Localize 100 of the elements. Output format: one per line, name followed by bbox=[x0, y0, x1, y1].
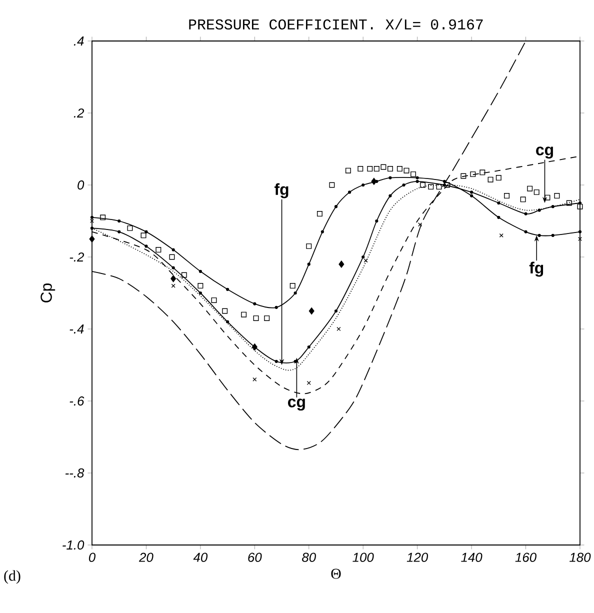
point bbox=[442, 180, 446, 183]
point bbox=[444, 182, 450, 188]
point bbox=[338, 260, 344, 268]
annotation: cg bbox=[288, 398, 305, 411]
point bbox=[364, 258, 368, 263]
y-tick-label: --.8 bbox=[65, 468, 84, 478]
point bbox=[578, 236, 582, 242]
point bbox=[375, 219, 378, 223]
point bbox=[274, 306, 278, 309]
point bbox=[169, 254, 175, 260]
point bbox=[362, 183, 365, 187]
point bbox=[367, 166, 373, 172]
x-tick-label: 180 bbox=[569, 552, 591, 562]
point bbox=[496, 175, 502, 181]
point bbox=[118, 230, 121, 234]
point bbox=[172, 266, 175, 270]
point bbox=[100, 214, 106, 220]
point bbox=[334, 309, 338, 313]
point bbox=[118, 219, 121, 223]
y-tick-label: .2 bbox=[74, 108, 84, 118]
point bbox=[171, 284, 176, 288]
point bbox=[290, 283, 296, 289]
annotation: fg bbox=[529, 262, 544, 277]
point bbox=[198, 283, 204, 289]
point bbox=[90, 216, 94, 219]
point bbox=[416, 180, 419, 183]
x-tick-label: 160 bbox=[515, 552, 536, 562]
point bbox=[306, 243, 312, 249]
y-tick-label: -.6 bbox=[70, 396, 84, 406]
point bbox=[470, 190, 474, 194]
y-axis-title: Cp bbox=[40, 283, 56, 302]
y-tick-label: -.2 bbox=[70, 252, 84, 262]
point bbox=[252, 377, 257, 382]
point bbox=[504, 193, 510, 199]
point bbox=[222, 308, 228, 314]
x-tick-label: 20 bbox=[138, 552, 154, 562]
point bbox=[226, 288, 230, 291]
point bbox=[388, 194, 392, 198]
point bbox=[554, 193, 560, 199]
point bbox=[306, 380, 311, 386]
point bbox=[198, 291, 202, 295]
point bbox=[578, 230, 582, 234]
point bbox=[348, 190, 352, 194]
point bbox=[388, 176, 392, 180]
point bbox=[577, 204, 583, 210]
point bbox=[524, 230, 528, 234]
point bbox=[226, 320, 230, 324]
point bbox=[380, 164, 386, 170]
point bbox=[488, 176, 494, 182]
point bbox=[308, 307, 314, 315]
point bbox=[470, 194, 474, 198]
point bbox=[307, 262, 310, 266]
y-tick-label: -1.0 bbox=[62, 540, 84, 550]
x-tick-label: 40 bbox=[193, 552, 208, 562]
point bbox=[336, 326, 341, 332]
point bbox=[497, 216, 500, 219]
point bbox=[316, 211, 322, 217]
point bbox=[274, 360, 278, 363]
point bbox=[127, 225, 133, 231]
point bbox=[551, 234, 554, 237]
point bbox=[144, 244, 148, 248]
point bbox=[428, 184, 434, 190]
point bbox=[470, 171, 476, 177]
point bbox=[460, 173, 466, 179]
y-tick-label: 0 bbox=[78, 180, 84, 190]
point bbox=[172, 248, 175, 252]
point bbox=[241, 312, 247, 318]
point bbox=[497, 201, 500, 205]
annotation: fg bbox=[274, 183, 288, 198]
point bbox=[524, 212, 528, 216]
point bbox=[264, 315, 270, 321]
point bbox=[294, 291, 297, 295]
point bbox=[538, 234, 541, 237]
point bbox=[90, 218, 94, 224]
x-tick-label: 80 bbox=[302, 552, 316, 562]
point bbox=[436, 184, 442, 190]
point bbox=[410, 171, 416, 177]
point bbox=[371, 178, 377, 185]
x-tick-label: 140 bbox=[461, 552, 482, 562]
point bbox=[89, 235, 95, 243]
y-tick-label: -.4 bbox=[70, 324, 84, 334]
point bbox=[358, 166, 364, 172]
point bbox=[253, 302, 256, 306]
point bbox=[480, 170, 486, 176]
x-axis-title: Θ bbox=[331, 568, 341, 579]
x-tick-label: 100 bbox=[352, 552, 374, 562]
point bbox=[170, 275, 176, 282]
point bbox=[334, 205, 338, 208]
point bbox=[374, 166, 380, 172]
x-tick-label: 60 bbox=[248, 552, 262, 562]
point bbox=[404, 168, 410, 174]
point bbox=[566, 200, 572, 206]
text: (d) bbox=[4, 570, 20, 584]
point bbox=[534, 189, 540, 195]
point bbox=[387, 166, 393, 172]
point bbox=[181, 272, 187, 278]
point bbox=[198, 270, 202, 273]
point bbox=[527, 186, 533, 192]
point bbox=[144, 230, 148, 234]
point bbox=[345, 168, 351, 174]
